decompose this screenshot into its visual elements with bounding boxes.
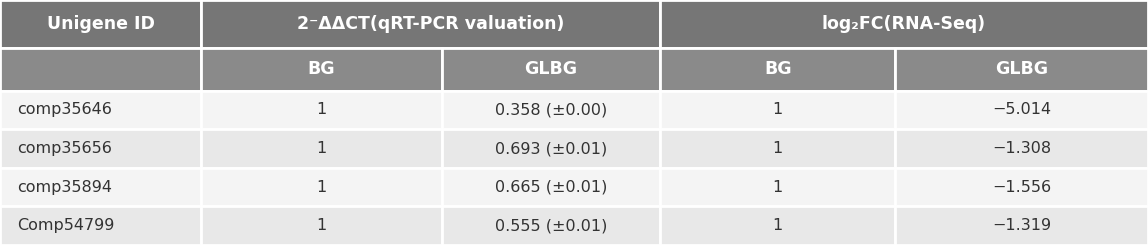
Bar xyxy=(0,206,201,245)
Text: −1.308: −1.308 xyxy=(992,141,1052,156)
Text: −1.556: −1.556 xyxy=(992,180,1052,195)
Text: Unigene ID: Unigene ID xyxy=(47,15,154,33)
Bar xyxy=(201,168,442,206)
Text: GLBG: GLBG xyxy=(995,60,1048,78)
Bar xyxy=(660,0,1148,48)
Text: comp35646: comp35646 xyxy=(17,102,113,117)
Bar xyxy=(201,129,442,168)
Text: comp35656: comp35656 xyxy=(17,141,113,156)
Text: BG: BG xyxy=(308,60,335,78)
Bar xyxy=(442,168,660,206)
Bar xyxy=(201,206,442,245)
Bar xyxy=(895,91,1148,129)
Bar xyxy=(895,129,1148,168)
Bar xyxy=(660,48,895,91)
Text: 1: 1 xyxy=(773,180,783,195)
Text: 2⁻ΔΔCT(qRT-PCR valuation): 2⁻ΔΔCT(qRT-PCR valuation) xyxy=(297,15,564,33)
Bar xyxy=(0,129,201,168)
Text: −1.319: −1.319 xyxy=(992,218,1052,233)
Text: 0.555 (±0.01): 0.555 (±0.01) xyxy=(495,218,607,233)
Bar xyxy=(660,129,895,168)
Bar xyxy=(895,168,1148,206)
Bar xyxy=(201,0,660,48)
Bar xyxy=(660,91,895,129)
Text: Comp54799: Comp54799 xyxy=(17,218,115,233)
Text: comp35894: comp35894 xyxy=(17,180,113,195)
Bar xyxy=(660,206,895,245)
Text: 1: 1 xyxy=(317,180,326,195)
Text: 0.693 (±0.01): 0.693 (±0.01) xyxy=(495,141,607,156)
Text: 1: 1 xyxy=(773,218,783,233)
Text: 1: 1 xyxy=(317,218,326,233)
Text: 1: 1 xyxy=(773,102,783,117)
Text: 0.665 (±0.01): 0.665 (±0.01) xyxy=(495,180,607,195)
Bar xyxy=(442,91,660,129)
Bar xyxy=(895,48,1148,91)
Bar xyxy=(0,48,201,91)
Bar xyxy=(201,91,442,129)
Bar xyxy=(442,48,660,91)
Bar xyxy=(0,91,201,129)
Bar xyxy=(895,206,1148,245)
Text: GLBG: GLBG xyxy=(525,60,577,78)
Text: BG: BG xyxy=(763,60,792,78)
Bar xyxy=(201,48,442,91)
Bar xyxy=(442,129,660,168)
Bar xyxy=(0,0,201,48)
Bar xyxy=(0,168,201,206)
Text: −5.014: −5.014 xyxy=(992,102,1052,117)
Text: 0.358 (±0.00): 0.358 (±0.00) xyxy=(495,102,607,117)
Bar xyxy=(660,168,895,206)
Text: 1: 1 xyxy=(317,141,326,156)
Bar xyxy=(442,206,660,245)
Text: log₂FC(RNA-Seq): log₂FC(RNA-Seq) xyxy=(822,15,986,33)
Text: 1: 1 xyxy=(773,141,783,156)
Text: 1: 1 xyxy=(317,102,326,117)
